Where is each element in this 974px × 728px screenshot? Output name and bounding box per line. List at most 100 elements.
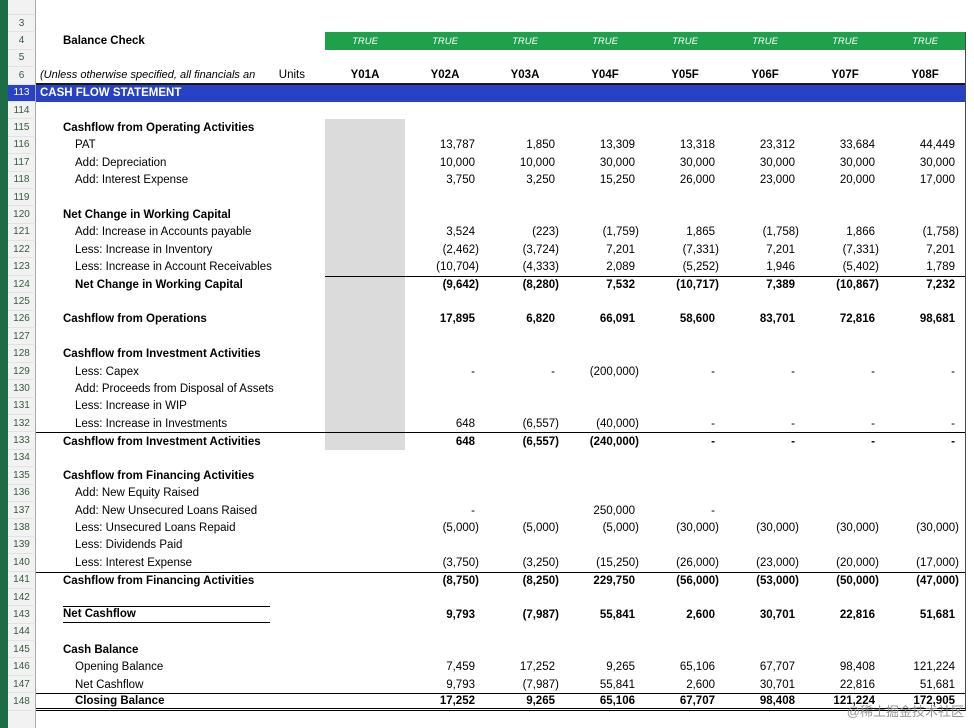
label-cell[interactable]: Add: Proceeds from Disposal of Assets	[36, 380, 325, 397]
value-cell[interactable]	[805, 450, 885, 467]
value-cell[interactable]	[885, 206, 965, 223]
value-cell[interactable]: 3,524	[446, 226, 475, 239]
value-cell[interactable]	[805, 345, 885, 362]
value-cell[interactable]: 51,681	[919, 608, 955, 621]
value-cell[interactable]: -	[711, 365, 715, 378]
value-cell[interactable]	[565, 467, 645, 484]
value-cell[interactable]	[565, 450, 645, 467]
value-cell[interactable]	[885, 537, 965, 554]
label-cell[interactable]	[36, 624, 325, 641]
value-cell[interactable]: (6,557)	[522, 417, 559, 430]
value-cell[interactable]	[885, 450, 965, 467]
value-cell[interactable]: -	[551, 365, 555, 378]
row-number[interactable]: 138	[8, 519, 36, 537]
value-cell[interactable]: 17,000	[919, 174, 955, 187]
value-cell[interactable]: 9,793	[446, 678, 475, 691]
value-cell[interactable]	[805, 485, 885, 502]
value-cell[interactable]	[565, 293, 645, 310]
row-number[interactable]: 148	[8, 693, 36, 711]
value-cell[interactable]	[885, 398, 965, 415]
row-number[interactable]: 141	[8, 571, 36, 589]
row-number[interactable]: 142	[8, 588, 36, 607]
value-cell[interactable]: 121,224	[805, 693, 885, 711]
value-cell[interactable]: 1,946	[766, 261, 795, 274]
label-cell[interactable]: Net Cashflow	[36, 676, 325, 693]
label-cell[interactable]: Less: Dividends Paid	[36, 537, 325, 554]
label-cell[interactable]: Add: Interest Expense	[36, 172, 325, 189]
value-cell[interactable]: (240,000)	[565, 432, 645, 449]
value-cell[interactable]	[485, 189, 565, 206]
value-cell[interactable]	[885, 293, 965, 310]
value-cell[interactable]	[885, 380, 965, 397]
value-cell[interactable]	[485, 641, 565, 658]
year-header[interactable]: Y08F	[885, 67, 965, 85]
value-cell[interactable]	[645, 467, 725, 484]
value-cell[interactable]: (200,000)	[589, 365, 639, 378]
value-cell[interactable]	[725, 119, 805, 136]
row-number[interactable]: 132	[8, 414, 36, 433]
value-cell[interactable]: 2,089	[606, 261, 635, 274]
value-cell[interactable]	[325, 606, 405, 623]
value-cell[interactable]	[325, 397, 405, 415]
row-number[interactable]: 135	[8, 467, 36, 485]
value-cell[interactable]: 13,318	[679, 139, 715, 152]
year-header[interactable]: Y02A	[405, 67, 485, 85]
value-cell[interactable]: 30,000	[679, 156, 715, 169]
value-cell[interactable]: (5,000)	[602, 522, 639, 535]
balance-check-flag[interactable]: TRUE	[565, 32, 645, 50]
value-cell[interactable]: 30,000	[759, 156, 795, 169]
row-number[interactable]: 122	[8, 241, 36, 259]
value-cell[interactable]	[805, 119, 885, 136]
value-cell[interactable]: (50,000)	[805, 571, 885, 589]
value-cell[interactable]: -	[805, 432, 885, 449]
value-cell[interactable]	[325, 310, 405, 329]
value-cell[interactable]: 7,201	[766, 243, 795, 256]
value-cell[interactable]	[805, 624, 885, 641]
value-cell[interactable]	[485, 450, 565, 467]
label-cell[interactable]	[36, 589, 325, 606]
value-cell[interactable]	[405, 15, 485, 32]
value-cell[interactable]: 72,816	[839, 313, 875, 326]
label-cell[interactable]: Less: Increase in Investments	[36, 415, 325, 432]
value-cell[interactable]	[325, 414, 405, 433]
row-number[interactable]: 125	[8, 293, 36, 311]
label-cell[interactable]: Closing Balance	[36, 693, 325, 711]
value-cell[interactable]	[325, 293, 405, 311]
value-cell[interactable]: 83,701	[759, 313, 795, 326]
value-cell[interactable]: 55,841	[599, 678, 635, 691]
year-header[interactable]: Y01A	[325, 67, 405, 85]
value-cell[interactable]	[485, 380, 565, 397]
value-cell[interactable]: (26,000)	[676, 556, 719, 569]
year-header[interactable]: Y03A	[485, 67, 565, 85]
row-number[interactable]: 3	[8, 15, 36, 33]
value-cell[interactable]	[565, 345, 645, 362]
value-cell[interactable]	[405, 328, 485, 345]
year-header[interactable]: Y06F	[725, 67, 805, 85]
value-cell[interactable]	[645, 641, 725, 658]
value-cell[interactable]	[645, 380, 725, 397]
value-cell[interactable]	[725, 589, 805, 606]
value-cell[interactable]: (9,642)	[405, 275, 485, 293]
row-number[interactable]: 119	[8, 188, 36, 207]
value-cell[interactable]	[645, 15, 725, 32]
value-cell[interactable]	[485, 119, 565, 136]
value-cell[interactable]: 30,701	[759, 678, 795, 691]
label-cell[interactable]: Add: New Equity Raised	[36, 485, 325, 502]
value-cell[interactable]: 65,106	[679, 661, 715, 674]
value-cell[interactable]	[565, 589, 645, 606]
row-number[interactable]: 143	[8, 606, 36, 624]
value-cell[interactable]	[405, 380, 485, 397]
row-number[interactable]: 146	[8, 658, 36, 676]
value-cell[interactable]	[645, 537, 725, 554]
value-cell[interactable]	[405, 119, 485, 136]
row-number[interactable]: 144	[8, 623, 36, 642]
row-number[interactable]: 6	[8, 67, 36, 85]
value-cell[interactable]: 17,895	[439, 313, 475, 326]
value-cell[interactable]	[645, 206, 725, 223]
value-cell[interactable]: (10,704)	[436, 261, 479, 274]
value-cell[interactable]: (30,000)	[756, 522, 799, 535]
value-cell[interactable]	[325, 641, 405, 658]
value-cell[interactable]: -	[711, 417, 715, 430]
value-cell[interactable]: 9,265	[485, 693, 565, 711]
value-cell[interactable]	[565, 624, 645, 641]
